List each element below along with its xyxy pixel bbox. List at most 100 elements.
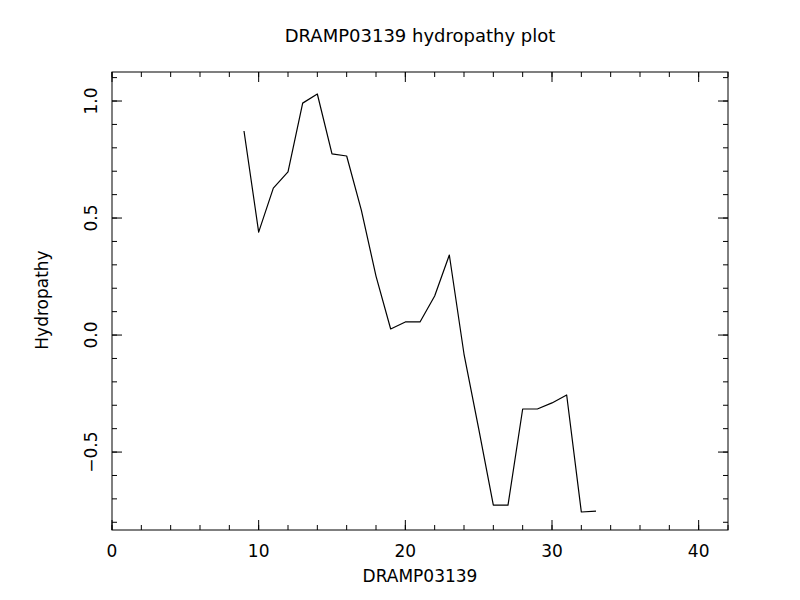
minor-tick [112,124,117,125]
x-tick [112,72,113,82]
minor-tick [112,171,117,172]
minor-tick [112,241,117,242]
y-tick-label: 0.5 [81,205,101,232]
minor-tick [723,124,728,125]
minor-tick [723,381,728,382]
minor-tick [200,72,201,77]
minor-tick [723,405,728,406]
minor-tick [522,72,523,77]
minor-tick [112,194,117,195]
minor-tick [434,525,435,530]
y-tick [112,452,122,453]
minor-tick [434,72,435,77]
minor-tick [723,194,728,195]
chart-title: DRAMP03139 hydropathy plot [285,25,556,46]
x-tick-label: 0 [107,541,118,561]
y-tick [718,452,728,453]
minor-tick [723,428,728,429]
minor-tick [610,72,611,77]
minor-tick [723,358,728,359]
minor-tick [346,525,347,530]
minor-tick [723,288,728,289]
minor-tick [112,475,117,476]
minor-tick [346,72,347,77]
minor-tick [728,72,729,77]
minor-tick [723,77,728,78]
minor-tick [317,525,318,530]
minor-tick [723,264,728,265]
minor-tick [112,522,117,523]
minor-tick [288,72,289,77]
x-tick [552,520,553,530]
minor-tick [170,72,171,77]
x-tick [405,520,406,530]
minor-tick [376,72,377,77]
minor-tick [112,381,117,382]
y-tick [112,335,122,336]
y-tick [718,218,728,219]
x-tick [258,520,259,530]
minor-tick [112,288,117,289]
x-tick-label: 10 [248,541,270,561]
y-tick [718,101,728,102]
minor-tick [640,525,641,530]
minor-tick [317,72,318,77]
minor-tick [581,525,582,530]
minor-tick [170,525,171,530]
minor-tick [493,525,494,530]
chart-container: 0 10 20 30 40 −0.5 0.0 0.5 1.0 DRAMP03139 hydropa… [0,0,800,600]
minor-tick [669,72,670,77]
x-tick [258,72,259,82]
minor-tick [288,525,289,530]
x-tick [405,72,406,82]
minor-tick [464,72,465,77]
x-tick [112,520,113,530]
minor-tick [229,72,230,77]
y-axis-label: Hydropathy [32,250,52,349]
minor-tick [723,475,728,476]
hydropathy-line [244,94,596,512]
minor-tick [376,525,377,530]
minor-tick [640,72,641,77]
x-tick [552,72,553,82]
minor-tick [112,77,117,78]
minor-tick [200,525,201,530]
plot-frame [112,72,728,530]
minor-tick [112,428,117,429]
minor-tick [112,147,117,148]
y-tick [112,218,122,219]
plot-area [244,94,596,512]
minor-tick [141,525,142,530]
x-axis-label: DRAMP03139 [363,566,478,586]
chart-svg: 0 10 20 30 40 −0.5 0.0 0.5 1.0 DRAMP03139 hydropa… [0,0,800,600]
minor-tick [723,522,728,523]
minor-tick [669,525,670,530]
minor-tick [723,147,728,148]
minor-tick [723,171,728,172]
minor-tick [723,498,728,499]
minor-tick [723,241,728,242]
minor-ticks [112,72,728,530]
minor-tick [522,525,523,530]
minor-tick [141,72,142,77]
y-tick-label: 1.0 [81,87,101,114]
x-tick [698,520,699,530]
minor-tick [112,358,117,359]
minor-tick [610,525,611,530]
minor-tick [723,311,728,312]
y-tick-label: 0.0 [81,322,101,349]
x-tick-label: 40 [688,541,710,561]
minor-tick [112,311,117,312]
x-tick-label: 20 [395,541,417,561]
minor-tick [112,264,117,265]
minor-tick [112,498,117,499]
minor-tick [464,525,465,530]
minor-tick [229,525,230,530]
minor-tick [581,72,582,77]
y-tick-label: −0.5 [81,431,101,472]
minor-tick [112,405,117,406]
minor-tick [493,72,494,77]
y-tick [112,101,122,102]
y-tick [718,335,728,336]
x-tick-label: 30 [541,541,563,561]
